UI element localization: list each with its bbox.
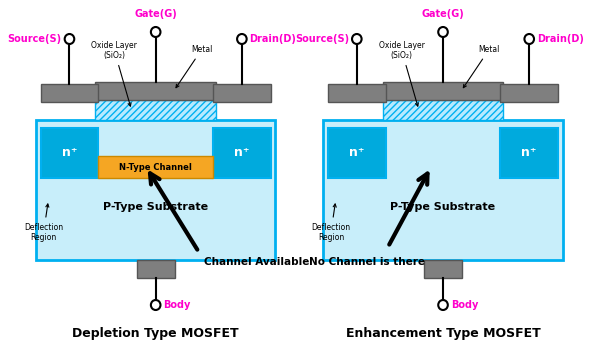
Text: Gate(G): Gate(G): [134, 9, 177, 19]
Bar: [383, 82, 503, 100]
Bar: [41, 84, 98, 102]
Text: Enhancement Type MOSFET: Enhancement Type MOSFET: [346, 327, 541, 340]
Bar: [95, 82, 216, 100]
Text: Deflection
Region: Deflection Region: [24, 204, 63, 242]
Text: Drain(D): Drain(D): [537, 34, 584, 44]
Text: Oxide Layer
(SiO₂): Oxide Layer (SiO₂): [91, 41, 137, 106]
Text: Oxide Layer
(SiO₂): Oxide Layer (SiO₂): [379, 41, 425, 106]
Text: Deflection
Region: Deflection Region: [311, 204, 350, 242]
Text: No Channel is there: No Channel is there: [309, 257, 425, 267]
Text: P-Type Substrate: P-Type Substrate: [103, 202, 208, 212]
Text: Metal: Metal: [463, 45, 500, 88]
Bar: [424, 260, 462, 278]
Bar: [41, 128, 98, 178]
Bar: [98, 156, 213, 178]
Text: n⁺: n⁺: [234, 147, 249, 159]
Bar: [383, 100, 503, 120]
Bar: [137, 260, 175, 278]
Text: Gate(G): Gate(G): [422, 9, 465, 19]
Text: N-Type Channel: N-Type Channel: [119, 163, 192, 172]
Text: Drain(D): Drain(D): [249, 34, 296, 44]
Text: n⁺: n⁺: [62, 147, 77, 159]
Text: Source(S): Source(S): [295, 34, 349, 44]
Text: Body: Body: [451, 300, 478, 310]
Bar: [323, 120, 563, 260]
Bar: [213, 84, 271, 102]
Text: n⁺: n⁺: [522, 147, 537, 159]
Bar: [36, 120, 276, 260]
Bar: [95, 100, 216, 120]
Text: Channel Available: Channel Available: [204, 257, 309, 267]
Text: P-Type Substrate: P-Type Substrate: [390, 202, 495, 212]
Bar: [501, 128, 558, 178]
Bar: [501, 84, 558, 102]
Text: n⁺: n⁺: [349, 147, 365, 159]
Bar: [328, 84, 386, 102]
Text: Depletion Type MOSFET: Depletion Type MOSFET: [72, 327, 239, 340]
Bar: [213, 128, 271, 178]
Text: Source(S): Source(S): [8, 34, 62, 44]
Bar: [328, 128, 386, 178]
Text: Metal: Metal: [176, 45, 213, 88]
Text: Body: Body: [163, 300, 191, 310]
